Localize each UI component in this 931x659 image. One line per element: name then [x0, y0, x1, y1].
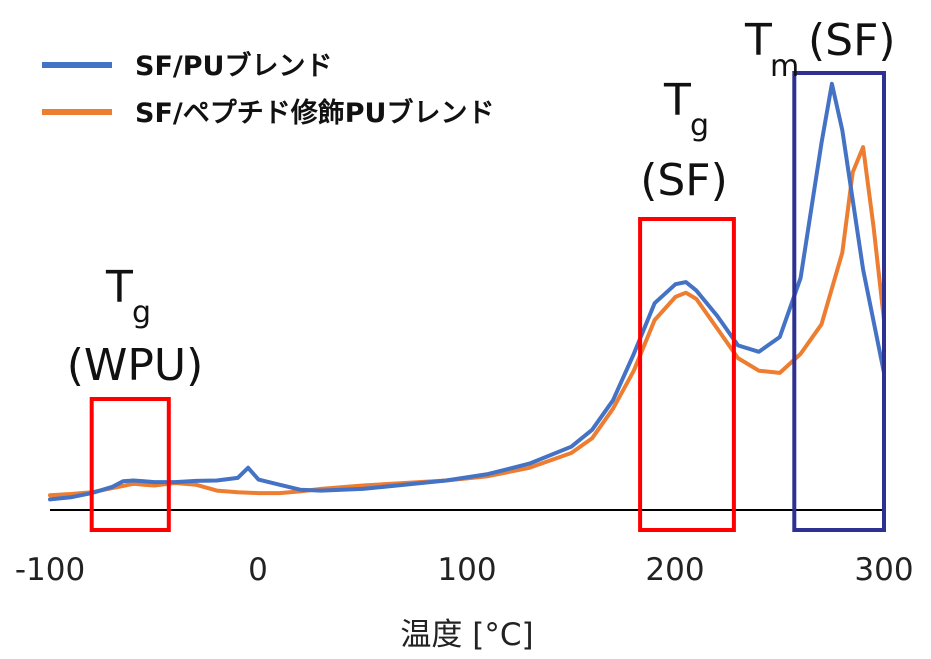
x-axis-title: 温度 [°C] [400, 617, 533, 653]
x-tick-label: -100 [15, 552, 85, 588]
annotation-tm-sf-subscript: m [770, 49, 799, 84]
series-line-sf-pu [48, 81, 886, 502]
x-tick-label: 0 [248, 552, 268, 588]
legend-label-sf-peptide-pu: SF/ペプチド修飾PUブレンド [135, 97, 494, 129]
annotation-tg-sf: T g (SF) [640, 75, 728, 206]
annotation-tg-wpu: T g (WPU) [67, 262, 204, 391]
annotation-tg-sf-symbol: T [663, 75, 691, 126]
annotation-tg-wpu-symbol: T [105, 262, 133, 313]
legend: SF/PUブレンド SF/ペプチド修飾PUブレンド [42, 50, 494, 129]
annotation-tm-sf: T m (SF) [744, 15, 896, 84]
annotation-box-tm-sf [792, 71, 886, 532]
x-tick-label: 300 [854, 552, 913, 588]
series-line-sf-peptide-pu [48, 145, 886, 498]
x-tick-label: 200 [645, 552, 704, 588]
annotation-box-tg-sf [638, 217, 736, 532]
annotation-tg-sf-label: (SF) [640, 155, 728, 206]
x-tick-label: 100 [437, 552, 496, 588]
annotation-tg-sf-subscript: g [690, 108, 709, 143]
annotation-tg-wpu-label: (WPU) [67, 340, 204, 391]
series-layer [48, 81, 886, 502]
legend-label-sf-pu: SF/PUブレンド [135, 50, 332, 82]
annotation-box-tg-wpu [89, 397, 171, 532]
annotation-tm-sf-symbol: T [744, 15, 772, 66]
annotation-tg-wpu-subscript: g [132, 295, 151, 330]
annotation-tm-sf-label: (SF) [808, 15, 896, 66]
annotation-boxes [89, 71, 886, 532]
